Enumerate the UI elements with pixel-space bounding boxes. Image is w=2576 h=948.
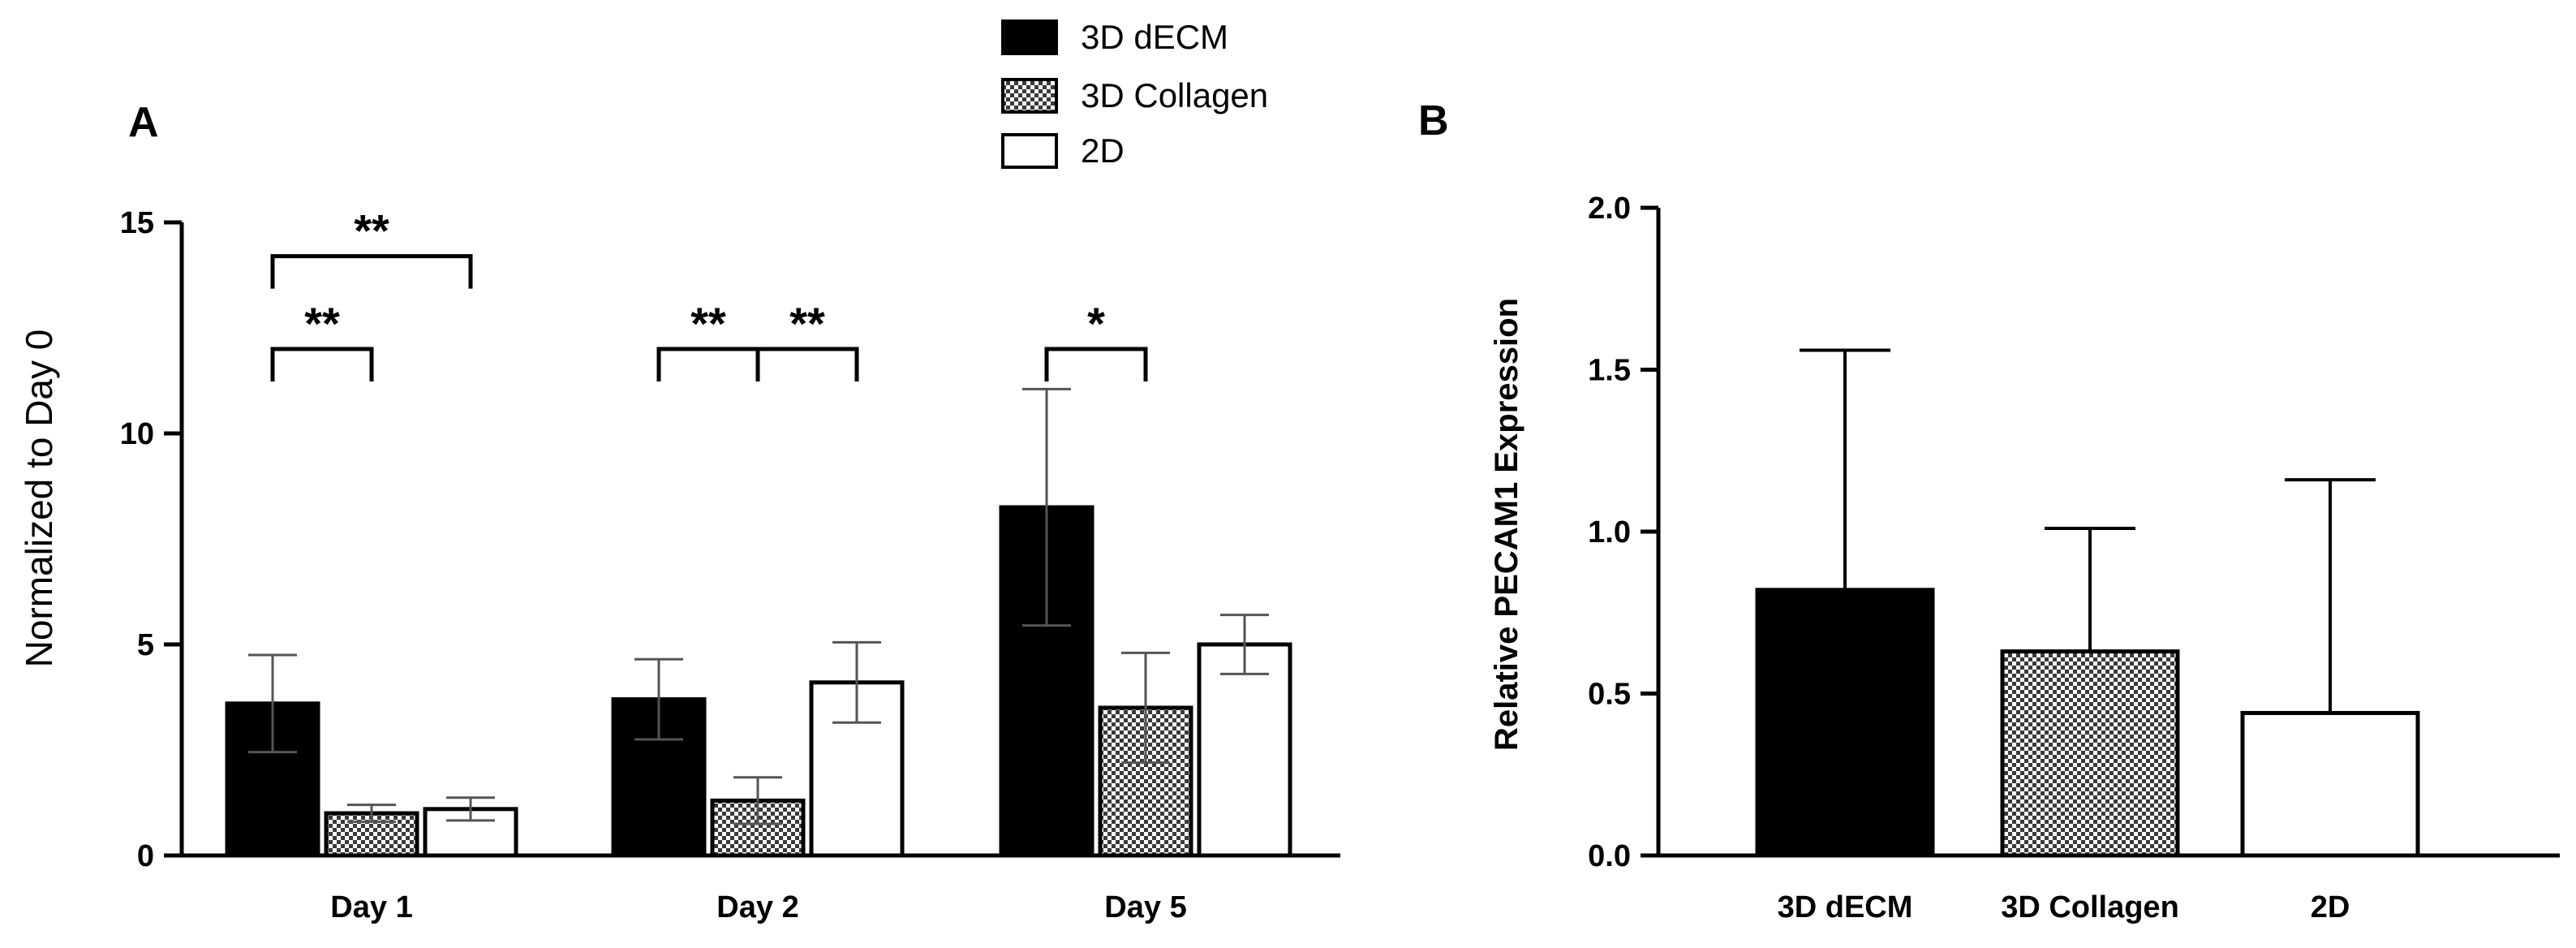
error-bar-3d-collagen [2045, 527, 2135, 652]
panel-b-axes [1656, 208, 2560, 858]
panel-a-y-ticks: 0 5 10 15 [120, 206, 182, 873]
category-label-day-2: Day 2 [716, 890, 798, 924]
panel-a-axes [179, 222, 1340, 858]
panel-b-tick-label: 1.5 [1588, 354, 1631, 388]
error-bar-3d-decm-day-2 [634, 657, 683, 741]
panel-a-label: A [128, 99, 159, 146]
panel-b-tick-label: 0.5 [1588, 678, 1631, 712]
significance-bracket-line [270, 347, 374, 381]
error-bar-3d-collagen-day-2 [733, 776, 782, 825]
error-bar-3d-collagen-day-1 [347, 804, 396, 823]
error-bar-3d-decm-day-1 [248, 653, 297, 754]
panel-b-y-ticks: 0.0 0.5 1.0 1.5 2.0 [1588, 192, 1658, 873]
significance-label: ** [789, 298, 825, 349]
significance-bracket-line [1044, 347, 1148, 381]
error-bar-3d-collagen-day-5 [1121, 651, 1170, 765]
panel-a-y-axis-title: Normalized to Day 0 [18, 330, 60, 668]
legend-label-2d: 2D [1081, 131, 1125, 170]
significance-label: ** [690, 298, 726, 349]
panel-a-tick-label: 15 [120, 206, 154, 240]
legend-item-3d-collagen: 3D Collagen [1001, 76, 1268, 114]
significance-label: ** [354, 205, 389, 256]
panel-b-bars [1755, 588, 2420, 858]
panel-a-category-labels: Day 1 Day 2 Day 5 [330, 890, 1186, 924]
significance-label: * [1087, 298, 1105, 349]
significance-bracket: ** [270, 205, 473, 289]
panel-b-tick-label: 2.0 [1588, 192, 1631, 226]
legend-label-3d-decm: 3D dECM [1081, 18, 1228, 56]
panel-a-error-bars [248, 387, 1269, 825]
panel-a-tick-label: 5 [137, 628, 154, 662]
legend-item-2d: 2D [1001, 131, 1125, 170]
significance-label: ** [304, 298, 340, 349]
bar-3d-collagen [2000, 649, 2180, 858]
significance-bracket-line [270, 254, 473, 289]
panel-b-category-labels: 3D dECM 3D Collagen 2D [1778, 890, 2350, 924]
error-bar-2d-day-2 [832, 640, 881, 724]
category-label-3d-decm: 3D dECM [1778, 890, 1913, 924]
error-bar-3d-decm-day-5 [1022, 387, 1071, 627]
legend-swatch-3d-collagen [1001, 78, 1058, 114]
error-bar-2d-day-1 [446, 796, 495, 822]
panel-b-y-axis-title: Relative PECAM1 Expression [1489, 298, 1525, 751]
error-bar-2d-day-5 [1220, 614, 1269, 675]
error-bar-2d [2285, 478, 2376, 713]
bar-3d-collagen-day-2 [710, 798, 806, 858]
bar-2d-day-5 [1197, 642, 1292, 858]
panel-a-significance: **** ** ** * [270, 205, 1148, 381]
panel-a-tick-label: 10 [120, 417, 154, 451]
panel-b: B Relative PECAM1 Expression 0.0 0.5 1.0 1.… [1418, 97, 2560, 924]
error-bar-3d-decm [1800, 348, 1890, 590]
bar-3d-decm [1755, 588, 1935, 858]
significance-bracket: ** [656, 298, 760, 381]
significance-bracket-line [656, 347, 760, 381]
legend-label-3d-collagen: 3D Collagen [1081, 76, 1268, 114]
bar-2d [2240, 710, 2420, 858]
panel-a-tick-label: 0 [137, 839, 154, 873]
category-label-day-5: Day 5 [1104, 890, 1186, 924]
significance-bracket: ** [270, 298, 374, 381]
legend: 3D dECM 3D Collagen 2D [1001, 18, 1268, 170]
panel-b-tick-label: 0.0 [1588, 839, 1631, 873]
panel-b-error-bars [1800, 348, 2376, 713]
legend-swatch-2d [1001, 133, 1058, 169]
category-label-3d-collagen: 3D Collagen [2001, 890, 2179, 924]
legend-swatch-3d-decm [1001, 19, 1058, 55]
category-label-day-1: Day 1 [330, 890, 412, 924]
significance-bracket-line [755, 347, 859, 381]
legend-item-3d-decm: 3D dECM [1001, 18, 1228, 56]
category-label-2d: 2D [2311, 890, 2350, 924]
panel-b-tick-label: 1.0 [1588, 515, 1631, 549]
significance-bracket: * [1044, 298, 1148, 381]
panel-b-label: B [1418, 97, 1449, 144]
significance-bracket: ** [755, 298, 859, 381]
